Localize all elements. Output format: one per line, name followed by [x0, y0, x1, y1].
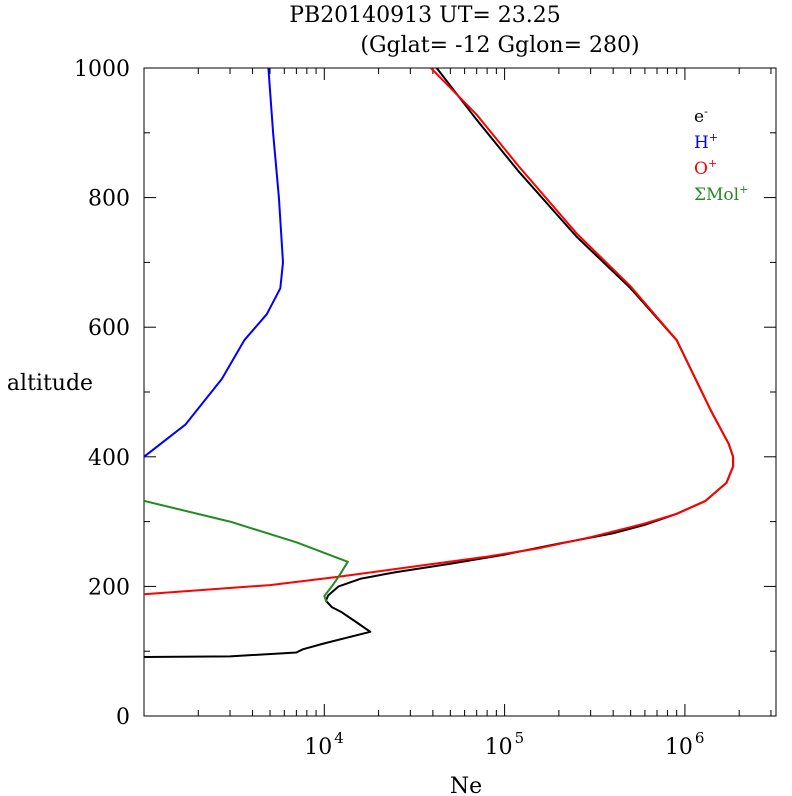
x-tick-labels: 10 4 10 5 10 6: [304, 729, 704, 760]
x-tick-exponent: 6: [695, 729, 705, 747]
legend-entry: e-: [694, 105, 708, 127]
chart-title-line1: PB20140913 UT= 23.25: [289, 3, 561, 28]
x-axis-label: Ne: [450, 774, 482, 796]
y-tick-labels: 0 200 400 600 800 1000: [74, 57, 130, 730]
y-tick-label: 800: [88, 187, 130, 212]
x-tick-label: 10: [304, 735, 332, 760]
series-line-H+: [144, 68, 284, 458]
legend-entry: H+: [694, 131, 718, 153]
y-tick-label: 1000: [74, 57, 130, 82]
x-tick-exponent: 5: [515, 729, 525, 747]
plot-frame: [143, 67, 777, 717]
y-tick-label: 600: [88, 316, 130, 341]
series-line-ΣMol+: [144, 499, 349, 603]
legend-entry: O+: [694, 157, 717, 179]
chart-title-line2: (Gglat= -12 Gglon= 280): [360, 33, 639, 58]
legend-entry: ΣMol+: [694, 183, 748, 205]
x-tick-exponent: 4: [334, 729, 344, 747]
series-line-O+: [144, 68, 735, 596]
x-tick-label: 10: [485, 735, 513, 760]
series-lines: [144, 68, 735, 658]
y-tick-label: 200: [88, 575, 130, 600]
legend: e- H+ O+ ΣMol+: [694, 105, 748, 205]
tick-marks: [144, 67, 776, 717]
y-tick-label: 400: [88, 446, 130, 471]
x-tick-label: 10: [665, 735, 693, 760]
y-tick-label: 0: [116, 705, 130, 730]
y-axis-label: altitude: [7, 371, 93, 396]
